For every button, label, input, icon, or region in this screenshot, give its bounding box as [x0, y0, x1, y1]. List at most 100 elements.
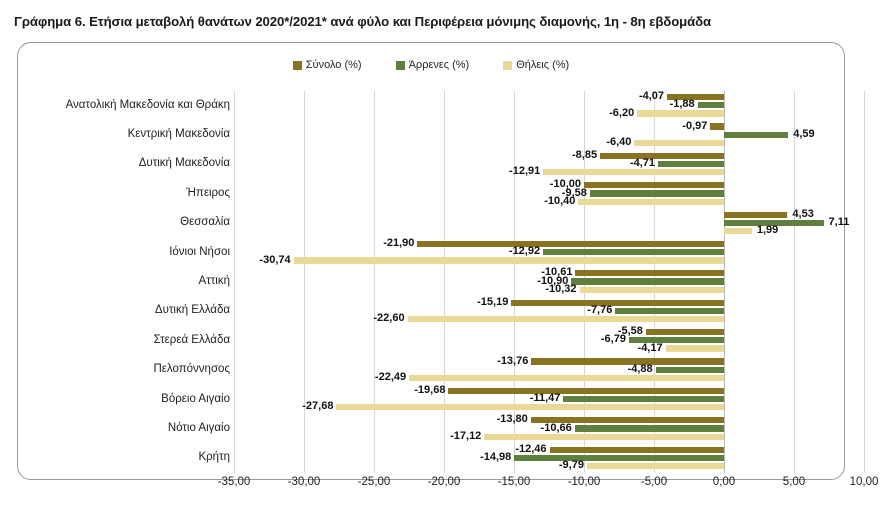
bar-total[interactable] [531, 358, 724, 365]
bar-male[interactable] [589, 190, 724, 197]
bar-male[interactable] [543, 249, 724, 256]
bar-male[interactable] [697, 102, 724, 109]
bar-value-label: -4,88 [627, 362, 653, 375]
category-label: Βόρειο Αιγαίο [161, 392, 230, 405]
axis-tick-label: -20,00 [427, 476, 461, 488]
legend-label: Θήλεις (%) [516, 59, 570, 71]
category-label: Αττική [198, 275, 230, 287]
gridline [374, 91, 375, 473]
category-label: Θεσσαλία [180, 216, 230, 229]
bar-total[interactable] [417, 240, 724, 248]
bar-male[interactable] [655, 366, 724, 373]
bar-male[interactable] [628, 337, 724, 344]
axis-tick-label: 0,00 [712, 476, 736, 488]
bar-female[interactable] [336, 404, 724, 411]
bar-total[interactable] [575, 270, 724, 277]
bar-value-label: -10,90 [537, 274, 569, 287]
gridline [514, 91, 515, 473]
legend-item-female[interactable]: Θήλεις (%) [503, 59, 569, 71]
bar-value-label: -12,46 [515, 442, 547, 455]
bar-total[interactable] [511, 299, 724, 306]
category-label: Κρήτη [198, 451, 230, 464]
bar-group: 4,53 7,11 1,99 [234, 207, 864, 238]
bar-female[interactable] [407, 316, 724, 323]
bar-value-label: -11,47 [529, 392, 561, 405]
value-axis: -35,00 -30,00 -25,00 -20,00 -15,00 -10,00 -5,0… [218, 476, 879, 495]
gridline [724, 91, 725, 473]
bar-value-label: -13,76 [497, 354, 529, 367]
bar-value-label: -6,40 [606, 135, 632, 148]
bar-value-label: -19,68 [414, 384, 446, 397]
bar-value-label: -9,79 [558, 459, 584, 472]
bar-total[interactable] [584, 182, 724, 189]
legend-swatch-icon [395, 60, 405, 70]
bar-male[interactable] [514, 454, 724, 461]
legend-item-male[interactable]: Άρρενες (%) [395, 59, 470, 71]
axis-tick-label: -25,00 [357, 476, 391, 488]
bar-female[interactable] [578, 198, 724, 205]
bar-value-label: -27,68 [302, 400, 334, 413]
bar-value-label: -10,32 [545, 282, 577, 295]
bar-value-label: -12,91 [509, 165, 541, 178]
bar-group: -12,46 -14,98 -9,79 [234, 442, 864, 473]
bar-value-label: -6,79 [600, 333, 626, 346]
bar-value-label: 4,53 [792, 207, 814, 220]
bar-total[interactable] [724, 211, 788, 218]
bar-total[interactable] [667, 94, 724, 101]
bar-value-label: -0,97 [682, 119, 708, 132]
bar-group: -0,97 4,59 -6,40 [234, 120, 864, 149]
bar-group: -19,68 -11,47 -27,68 [234, 385, 864, 414]
gridline [304, 91, 305, 473]
bar-value-label: -14,98 [480, 451, 512, 463]
category-axis-labels: Ανατολική Μακεδονία και Θράκη Κεντρική Μα… [40, 91, 230, 473]
category-label: Στερεά Ελλάδα [153, 333, 230, 346]
bar-value-label: -4,07 [638, 90, 665, 103]
bar-male[interactable] [563, 396, 724, 403]
bar-value-label: -10,00 [549, 178, 581, 191]
bar-female[interactable] [484, 433, 724, 440]
gridline [234, 91, 235, 473]
legend-label: Άρρενες (%) [408, 59, 470, 71]
bar-male[interactable] [571, 278, 724, 285]
bar-female[interactable] [665, 345, 724, 352]
bar-male[interactable] [574, 425, 724, 432]
bar-value-label: -8,85 [572, 148, 598, 161]
bar-total[interactable] [600, 152, 724, 159]
bar-total[interactable] [710, 123, 724, 130]
bar-female[interactable] [409, 374, 724, 382]
bar-female[interactable] [293, 257, 724, 264]
axis-tick-label: -5,00 [640, 476, 668, 488]
legend-item-total[interactable]: Σύνολο (%) [292, 59, 362, 71]
bar-female[interactable] [724, 227, 752, 235]
bar-value-label: -10,61 [541, 266, 573, 279]
chart-legend: Σύνολο (%) Άρρενες (%) Θήλεις (%) [18, 59, 844, 71]
bar-female[interactable] [543, 169, 724, 176]
bar-group: -21,90 -12,92 -30,74 [234, 238, 864, 267]
bar-group: -8,85 -4,71 -12,91 [234, 148, 864, 179]
bar-total[interactable] [530, 417, 724, 424]
bar-value-label: -4,17 [637, 341, 663, 354]
bar-value-label: -4,71 [629, 157, 656, 170]
bar-value-label: -21,90 [383, 237, 415, 250]
bar-female[interactable] [586, 463, 724, 470]
bar-total[interactable] [549, 446, 724, 453]
bar-male[interactable] [658, 160, 724, 168]
bar-value-label: 1,99 [756, 224, 779, 237]
bar-male[interactable] [724, 131, 789, 138]
axis-tick-label: -15,00 [497, 476, 531, 488]
bar-female[interactable] [637, 110, 724, 117]
gridline [794, 91, 795, 473]
bar-total[interactable] [448, 387, 724, 395]
bar-value-label: -9,58 [561, 186, 587, 199]
bar-male[interactable] [615, 307, 724, 315]
bar-group: -15,19 -7,76 -22,60 [234, 296, 864, 326]
bar-value-label: -13,80 [496, 413, 528, 426]
bar-male[interactable] [724, 219, 824, 226]
bar-total[interactable] [645, 329, 724, 336]
bar-female[interactable] [579, 286, 724, 293]
bar-female[interactable] [634, 139, 724, 146]
legend-swatch-icon [292, 60, 302, 70]
bar-value-label: -6,20 [609, 106, 635, 119]
axis-tick-label: -35,00 [217, 476, 251, 488]
bar-value-label: -10,66 [540, 421, 572, 434]
